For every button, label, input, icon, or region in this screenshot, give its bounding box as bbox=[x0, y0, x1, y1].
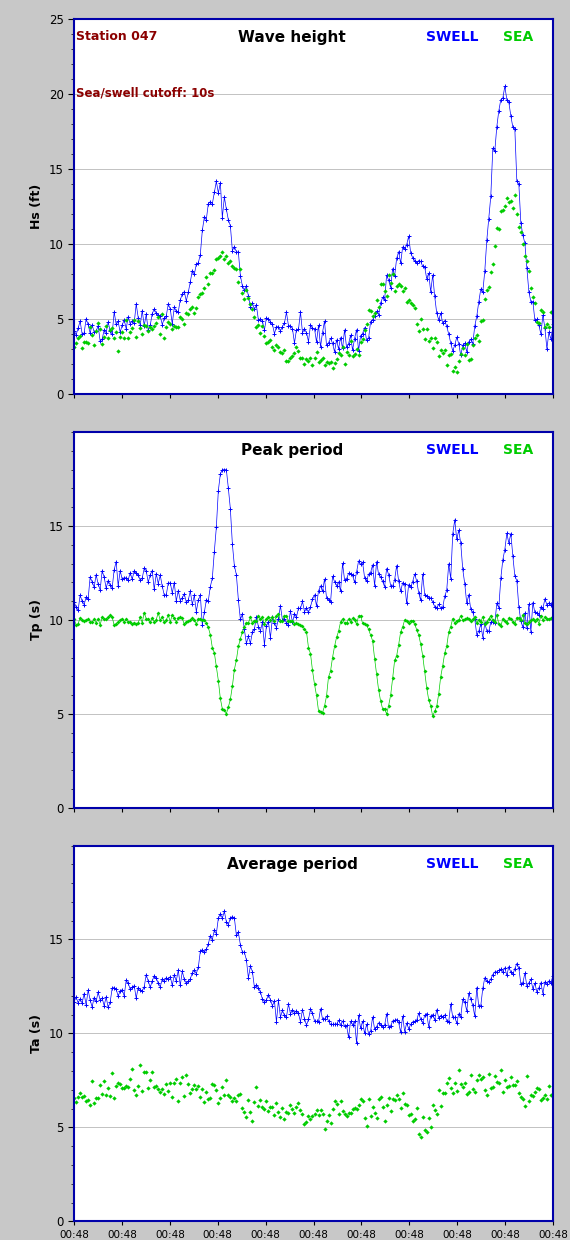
Text: Wave height: Wave height bbox=[238, 30, 346, 45]
Text: Peak period: Peak period bbox=[241, 444, 343, 459]
Y-axis label: Ta (s): Ta (s) bbox=[30, 1014, 43, 1053]
Y-axis label: Hs (ft): Hs (ft) bbox=[30, 184, 43, 229]
Text: Station 047: Station 047 bbox=[76, 30, 158, 43]
Text: SEA: SEA bbox=[503, 30, 533, 43]
Text: SEA: SEA bbox=[503, 444, 533, 458]
Text: SEA: SEA bbox=[503, 857, 533, 870]
Text: SWELL: SWELL bbox=[426, 444, 479, 458]
Text: SWELL: SWELL bbox=[426, 857, 479, 870]
Text: Average period: Average period bbox=[226, 857, 357, 872]
Text: Sea/swell cutoff: 10s: Sea/swell cutoff: 10s bbox=[76, 87, 215, 99]
Text: SWELL: SWELL bbox=[426, 30, 479, 43]
Y-axis label: Tp (s): Tp (s) bbox=[30, 599, 43, 641]
